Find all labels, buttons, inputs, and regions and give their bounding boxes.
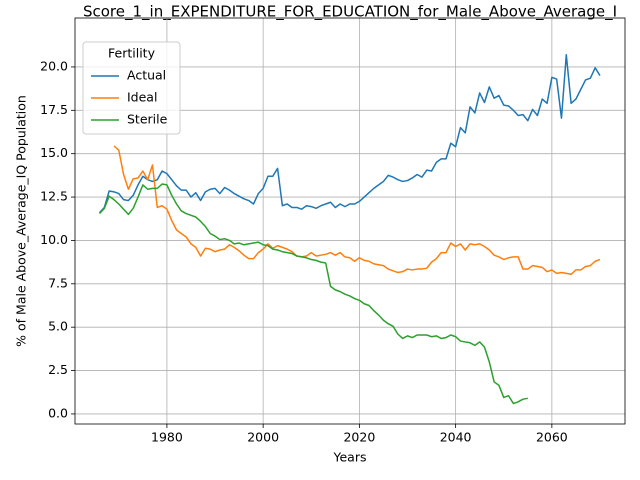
- x-tick-label: 2020: [343, 430, 375, 445]
- legend-title: Fertility: [108, 46, 156, 61]
- y-tick-label: 10.0: [40, 232, 68, 247]
- series-line: [113, 145, 601, 276]
- y-tick-label: 17.5: [40, 102, 68, 117]
- x-tick-label: 1980: [151, 430, 183, 445]
- y-tick-label: 2.5: [48, 362, 68, 377]
- legend-label: Ideal: [127, 90, 157, 105]
- series-line: [98, 183, 528, 405]
- legend: Fertility Actual Ideal Sterile: [82, 41, 181, 135]
- x-axis-label: Years: [333, 450, 367, 465]
- series-line: [98, 54, 601, 214]
- y-tick-label: 7.5: [48, 275, 68, 290]
- chart-title: Score_1_in_EXPENDITURE_FOR_EDUCATION_for…: [83, 3, 617, 22]
- legend-label: Sterile: [127, 112, 168, 127]
- plot-frame: [74, 17, 626, 425]
- y-tick-label: 5.0: [48, 319, 68, 334]
- y-tick-label: 12.5: [40, 189, 68, 204]
- y-axis-label: % of Male Above_Average_IQ Population: [14, 95, 29, 347]
- x-tick-label: 2040: [440, 430, 472, 445]
- y-tick-label: 0.0: [48, 405, 68, 420]
- legend-box: [82, 41, 181, 135]
- x-tick-label: 2000: [247, 430, 279, 445]
- legend-label: Actual: [127, 68, 166, 83]
- y-tick-label: 15.0: [40, 145, 68, 160]
- y-tick-label: 20.0: [40, 58, 68, 73]
- x-tick-label: 2060: [536, 430, 568, 445]
